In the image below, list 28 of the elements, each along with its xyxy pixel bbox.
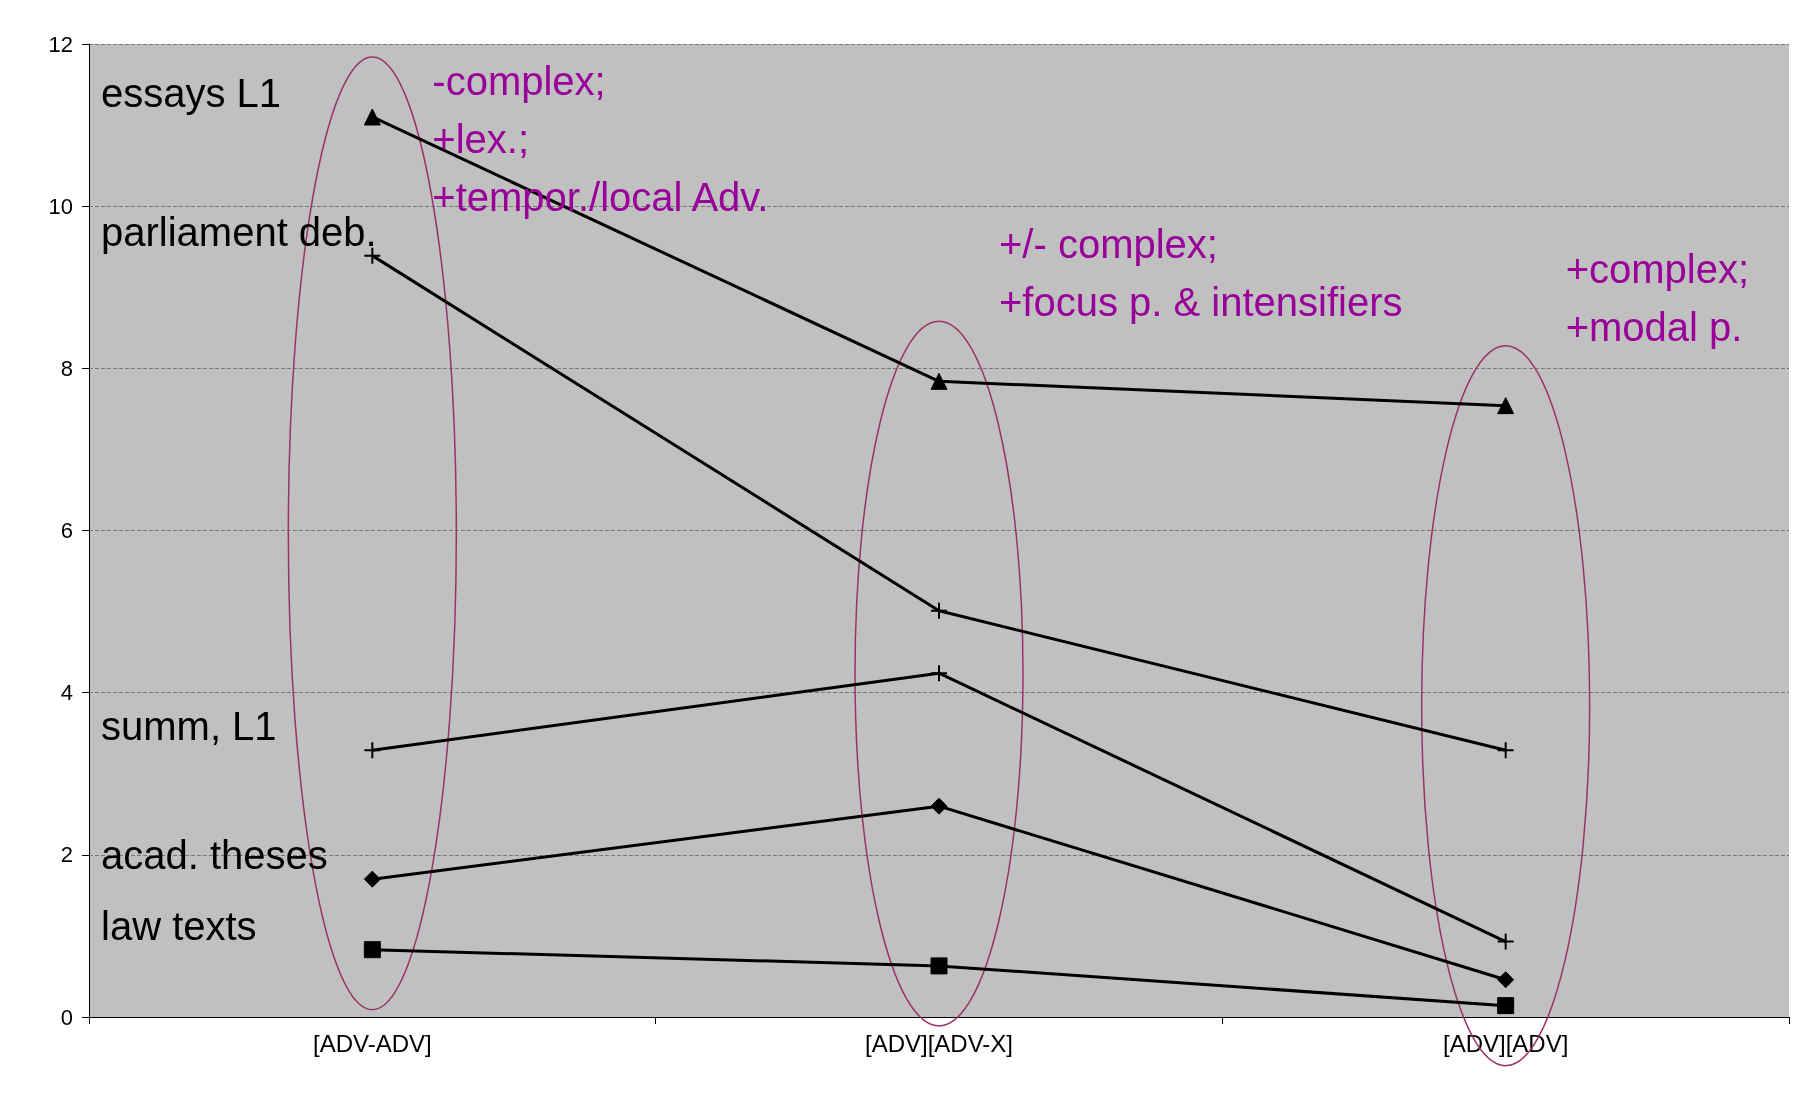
point: [363, 941, 381, 959]
point: [930, 797, 948, 815]
annotation: +/- complex; +focus p. & intensifiers: [999, 222, 1403, 325]
point: [1497, 397, 1515, 415]
x-tick-label: [ADV][ADV-X]: [864, 1029, 1014, 1057]
point: [930, 372, 948, 390]
y-tick-label: 8: [60, 355, 73, 381]
point: [1496, 741, 1515, 760]
y-tick-label: 12: [48, 31, 73, 57]
y-tick-label: 4: [60, 680, 73, 706]
point: [363, 108, 381, 126]
point: [363, 870, 381, 888]
text: law texts: [101, 903, 257, 948]
y-tick-label: 10: [48, 193, 73, 219]
annotation: +complex; +modal p.: [1565, 246, 1750, 349]
point: [930, 664, 948, 683]
y-tick-label: 0: [60, 1004, 73, 1030]
point: [363, 741, 382, 760]
point: [1497, 971, 1515, 989]
text: essays L1: [101, 70, 282, 115]
point: [1497, 997, 1515, 1015]
point: [1496, 932, 1515, 951]
text: summ, L1: [101, 704, 277, 749]
x-tick-label: [ADV-ADV]: [312, 1029, 432, 1057]
y-tick-label: 2: [60, 842, 73, 868]
y-tick-label: 6: [60, 518, 73, 543]
point: [930, 957, 948, 975]
point: [930, 601, 948, 620]
